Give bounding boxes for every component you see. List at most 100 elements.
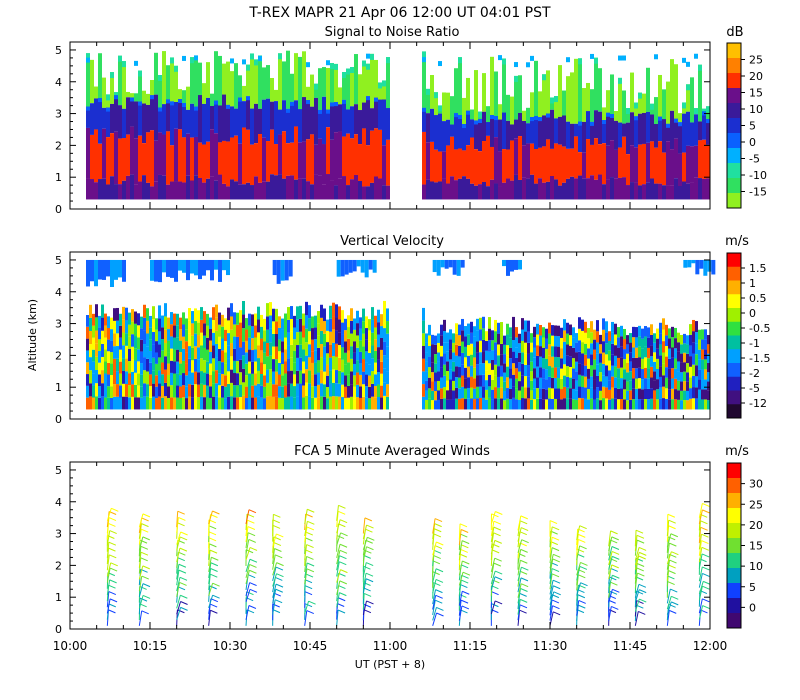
velocity-cell [236,397,239,410]
velocity-cell [173,325,176,338]
velocity-cell [206,325,209,338]
snr-cell [182,55,186,61]
snr-cell [618,122,622,148]
snr-cell [106,107,110,112]
velocity-cell [482,328,485,340]
velocity-cell [218,373,221,386]
velocity-cell [251,385,254,398]
snr-cell [198,95,202,143]
velocity-cell [236,373,239,386]
snr-cell [578,58,582,65]
velocity-cell [242,355,245,369]
velocity-cell [461,375,464,387]
snr-cell [626,108,630,115]
wind-barb-flag [211,556,219,561]
velocity-cell [473,388,476,400]
velocity-cell [215,317,218,331]
velocity-cell [101,330,104,344]
wind-barb [245,547,251,561]
velocity-cell [332,369,335,383]
velocity-cell [632,357,635,369]
wind-barb [245,509,250,525]
velocity-cell [344,386,347,399]
wind-barb [517,577,522,593]
velocity-cell [335,304,338,318]
snr-cell [330,63,334,103]
snr-cell [594,57,598,111]
wind-barb-flag [519,531,527,536]
wind-barb-flag [610,568,618,572]
wind-barb-flag [460,548,468,553]
wind-barb-flag [491,549,500,554]
velocity-cell [98,386,101,398]
snr-cell [314,174,318,200]
velocity-cell [128,385,131,398]
colorbar-label: -1 [749,337,760,350]
velocity-cell [611,354,614,366]
velocity-cell [371,371,374,384]
velocity-cell [431,334,434,345]
velocity-cell [326,319,329,331]
wind-barb-flag [701,553,710,558]
snr-cell [426,179,430,200]
velocity-cell [161,397,164,410]
wind-barb-flag [247,532,256,537]
snr-cell [522,110,526,121]
velocity-cell [677,342,680,352]
velocity-cell [210,259,214,281]
wind-barb-flag [519,592,527,597]
snr-cell [690,182,694,200]
velocity-cell [233,397,236,410]
velocity-cell [257,370,260,384]
wind-barb-flag [578,533,586,538]
snr-cell [630,72,634,113]
snr-cell [250,53,254,60]
velocity-cell [90,259,94,282]
snr-cell [274,101,278,145]
velocity-cell [143,383,146,397]
velocity-cell [539,356,542,368]
velocity-cell [605,398,608,410]
snr-cell [650,141,654,179]
snr-cell [514,138,518,175]
velocity-cell [518,371,521,382]
wind-barb-flag [493,562,502,567]
snr-cell [170,101,174,106]
velocity-cell [371,358,374,372]
wind-barb [608,606,612,622]
wind-barb [245,520,248,537]
velocity-cell [440,367,443,378]
velocity-cell [317,335,320,348]
velocity-cell [98,350,101,363]
velocity-cell [521,363,524,376]
snr-heatmap [86,50,710,200]
velocity-cell [131,371,134,385]
velocity-cell [614,388,617,399]
y-tick-label: 1 [55,591,62,604]
velocity-cell [665,377,668,389]
velocity-cell [242,314,245,329]
colorbar-swatch [727,280,741,295]
snr-cell [634,116,638,121]
velocity-cell [119,385,122,398]
velocity-cell [230,356,233,370]
snr-cell [590,121,594,126]
snr-cell [194,106,198,111]
velocity-cell [431,390,434,401]
wind-barb-flag [493,526,502,531]
snr-cell [498,151,502,187]
snr-cell [138,181,142,200]
snr-cell [218,55,222,106]
velocity-cell [371,332,374,346]
snr-cell [626,108,630,123]
velocity-cell [186,259,190,281]
snr-cell [138,101,142,136]
wind-barb-flag [702,566,710,571]
velocity-cell [299,318,302,332]
velocity-cell [653,380,656,391]
snr-cell [166,65,170,100]
snr-cell [330,139,334,181]
velocity-cell [689,334,692,346]
